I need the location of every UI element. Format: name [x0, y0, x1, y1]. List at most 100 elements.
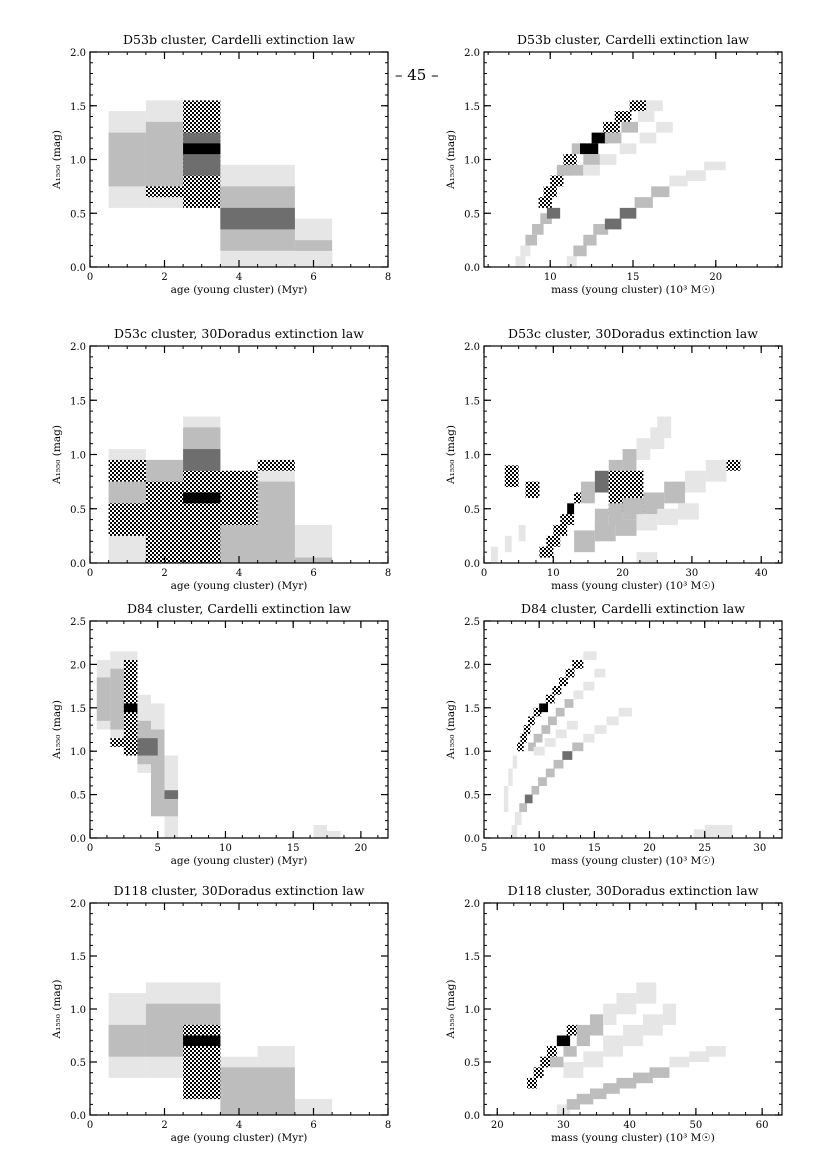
chart-panel-1: 0 2 4 6 8 0.0 0.5 1.0 1.5 2.0 D53b cluster, Cardel… [51, 32, 391, 296]
heatmap-cell-light [583, 733, 595, 743]
heatmap-cell-black [580, 143, 599, 155]
heatmap-cell-mid [108, 1024, 146, 1057]
heatmap-cell-mid [576, 1024, 590, 1047]
heatmap-cell-light [646, 100, 663, 112]
heatmap-cell-mid [145, 121, 184, 187]
heatmap-cell-mid [220, 1067, 295, 1115]
heatmap-cell-mid [664, 481, 685, 504]
y-tick-label: 1.5 [464, 102, 480, 113]
heatmap-cell-light [566, 720, 578, 730]
heatmap-cell-light [294, 1099, 333, 1115]
heatmap-cell-light [685, 170, 706, 181]
heatmap-cell-light [603, 1035, 624, 1057]
chart-panel-8: 20 30 40 50 60 0.0 0.5 1.0 1.5 2.0 D118 cluster, 3… [445, 883, 783, 1144]
x-tick-label: 8 [385, 1120, 391, 1131]
y-tick-label: 2.0 [70, 660, 86, 671]
heatmap-cell-mid [540, 213, 552, 224]
heatmap-cell-mid [525, 234, 537, 246]
heatmap-cell-light [684, 470, 706, 493]
heatmap-cell-hatch [183, 470, 221, 563]
heatmap-cell-hatch [550, 175, 564, 187]
heatmap-cell-black [556, 1035, 571, 1047]
y-tick-label: 1.5 [464, 952, 480, 963]
heatmap-cells [527, 982, 726, 1115]
y-axis-label: A₁₅₅₀ (mag) [445, 700, 457, 760]
x-tick-label: 20 [709, 272, 722, 283]
heatmap-cell-black [567, 503, 575, 515]
chart-title: D118 cluster, 30Doradus extinction law [508, 883, 759, 898]
heatmap-cell-hatch [560, 514, 575, 526]
y-tick-label: 2.0 [464, 342, 480, 353]
heatmap-cell-light [704, 824, 733, 838]
heatmap-cell-hatch [563, 154, 577, 165]
heatmap-cell-mid [548, 716, 557, 726]
heatmap-cell-hatch [145, 186, 184, 198]
y-tick-label: 0.0 [70, 1111, 86, 1122]
heatmap-cell-light [669, 1056, 690, 1068]
x-axis-label: mass (young cluster) (10³ M☉) [551, 580, 715, 592]
x-tick-label: 0 [87, 568, 93, 579]
heatmap-cell-mid [589, 1014, 604, 1036]
heatmap-cell-light [619, 143, 637, 155]
heatmap-cell-light [512, 755, 518, 769]
heatmap-cell-hatch [539, 546, 554, 558]
x-tick-label: 6 [310, 1120, 316, 1131]
y-tick-label: 2.5 [70, 617, 86, 628]
y-tick-label: 1.0 [464, 1005, 480, 1016]
y-tick-label: 2.0 [464, 660, 480, 671]
heatmap-cell-light [294, 218, 333, 241]
heatmap-cell-mid [593, 224, 609, 235]
heatmap-cell-mid [108, 132, 146, 187]
x-tick-label: 6 [310, 568, 316, 579]
heatmap-cell-light [636, 514, 658, 531]
heatmap-cell-mid [532, 224, 544, 235]
chart-panel-7: 0 2 4 6 8 0.0 0.5 1.0 1.5 2.0 D118 cluster, 30Dora… [51, 883, 391, 1144]
y-tick-label: 1.0 [464, 747, 480, 758]
chart-panel-4: 0 10 20 30 40 0.0 0.5 1.0 1.5 2.0 D53c cluster, 30… [445, 326, 783, 592]
heatmap-cell-mid [550, 1056, 564, 1068]
heatmap-cell-light [618, 707, 632, 717]
heatmap-cell-hatch [504, 465, 519, 488]
heatmap-cell-mid [571, 143, 585, 155]
heatmap-cell-hatch [108, 503, 146, 536]
heatmap-cell-light [639, 132, 657, 144]
y-tick-label: 1.0 [70, 747, 86, 758]
y-tick-label: 2.5 [464, 617, 480, 628]
heatmap-cells [515, 100, 726, 267]
y-tick-label: 1.5 [464, 704, 480, 715]
heatmap-cell-mid [541, 725, 551, 734]
x-tick-label: 8 [385, 568, 391, 579]
heatmap-cell-light [603, 1003, 617, 1025]
heatmap-cell-mid [576, 1093, 594, 1105]
heatmap-cell-light [704, 161, 726, 171]
y-tick-label: 1.0 [464, 156, 480, 167]
y-tick-label: 1.0 [70, 1005, 86, 1016]
heatmap-cell-mid [583, 234, 597, 246]
heatmap-cell-light [594, 668, 606, 678]
x-tick-label: 2 [161, 568, 167, 579]
heatmap-cell-mid [531, 785, 540, 795]
y-axis-label: A₁₅₅₀ (mag) [445, 425, 457, 485]
heatmap-cell-hatch [546, 1046, 557, 1057]
heatmap-cell-light [533, 746, 545, 756]
heatmap-cell-mid [594, 525, 616, 542]
heatmap-cell-light [566, 256, 577, 267]
heatmap-cells [490, 416, 741, 563]
heatmap-cell-light [518, 525, 526, 542]
heatmap-cell-light [544, 738, 556, 747]
heatmap-cell-hatch [574, 492, 582, 504]
heatmap-cell-hatch [108, 459, 146, 482]
heatmap-cell-black [539, 703, 549, 713]
heatmap-cell-mid [528, 742, 536, 752]
heatmap-cell-hatch [572, 660, 584, 669]
heatmap-cell-hatch [220, 470, 258, 526]
chart-title: D53c cluster, 30Doradus extinction law [114, 326, 364, 341]
heatmap-cell-hatch [603, 121, 620, 133]
heatmap-cell-light [327, 831, 341, 838]
heatmap-cell-dark [183, 449, 221, 471]
y-tick-label: 0.5 [70, 1058, 86, 1069]
heatmap-cell-light [583, 1051, 604, 1068]
chart-title: D53b cluster, Cardelli extinction law [517, 32, 749, 47]
heatmap-cell-light [220, 250, 333, 267]
x-tick-label: 60 [756, 1120, 769, 1131]
